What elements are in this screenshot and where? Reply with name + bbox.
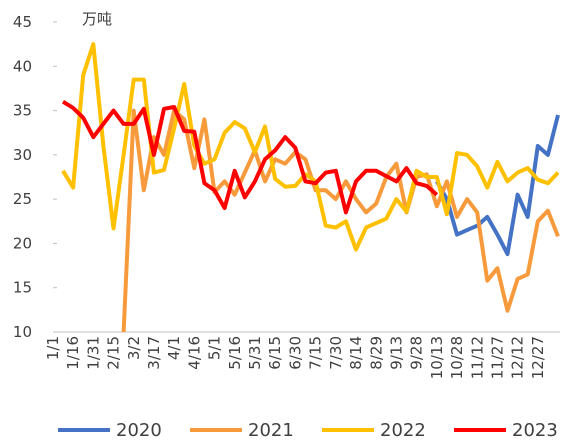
x-tick-label: 4/16 [185, 336, 203, 370]
y-tick-label: 20 [13, 234, 32, 252]
x-tick-label: 6/30 [286, 336, 304, 370]
series-line [121, 108, 560, 333]
y-tick-label: 40 [13, 57, 32, 75]
y-tick-label: 30 [13, 146, 32, 164]
x-tick-label: 12/27 [529, 336, 547, 379]
x-tick-label: 1/31 [84, 336, 102, 370]
legend-label: 2023 [512, 420, 558, 441]
unit-label: 万吨 [82, 10, 112, 28]
legend-label: 2022 [380, 420, 426, 441]
series-line [61, 42, 560, 252]
x-tick-label: 4/1 [165, 336, 183, 360]
x-tick-label: 5/1 [206, 336, 224, 360]
x-tick-label: 3/2 [125, 336, 143, 360]
x-tick-label: 6/15 [266, 336, 284, 370]
y-tick-label: 35 [13, 102, 32, 120]
x-tick-label: 8/14 [347, 336, 365, 370]
x-tick-label: 11/27 [488, 336, 506, 379]
x-tick-label: 5/31 [246, 336, 264, 370]
x-tick-label: 5/16 [226, 336, 244, 370]
x-tick-label: 7/15 [307, 336, 325, 370]
legend-label: 2020 [116, 420, 162, 441]
series-line [435, 114, 560, 257]
y-tick-label: 15 [13, 279, 32, 297]
y-tick-label: 10 [13, 323, 32, 341]
y-tick-label: 25 [13, 190, 32, 208]
x-tick-label: 1/16 [64, 336, 82, 370]
x-tick-label: 3/17 [145, 336, 163, 370]
y-tick-label: 45 [13, 13, 32, 31]
x-tick-label: 9/13 [387, 336, 405, 370]
x-tick-label: 10/28 [448, 336, 466, 379]
x-tick-label: 9/28 [408, 336, 426, 370]
series-line [61, 99, 439, 215]
x-tick-label: 11/12 [468, 336, 486, 379]
x-tick-label: 12/12 [509, 336, 527, 379]
x-tick-label: 10/13 [428, 336, 446, 379]
x-tick-label: 1/1 [44, 336, 62, 360]
x-tick-label: 8/29 [367, 336, 385, 370]
legend-label: 2021 [248, 420, 294, 441]
x-tick-label: 2/15 [105, 336, 123, 370]
x-tick-label: 7/30 [327, 336, 345, 370]
